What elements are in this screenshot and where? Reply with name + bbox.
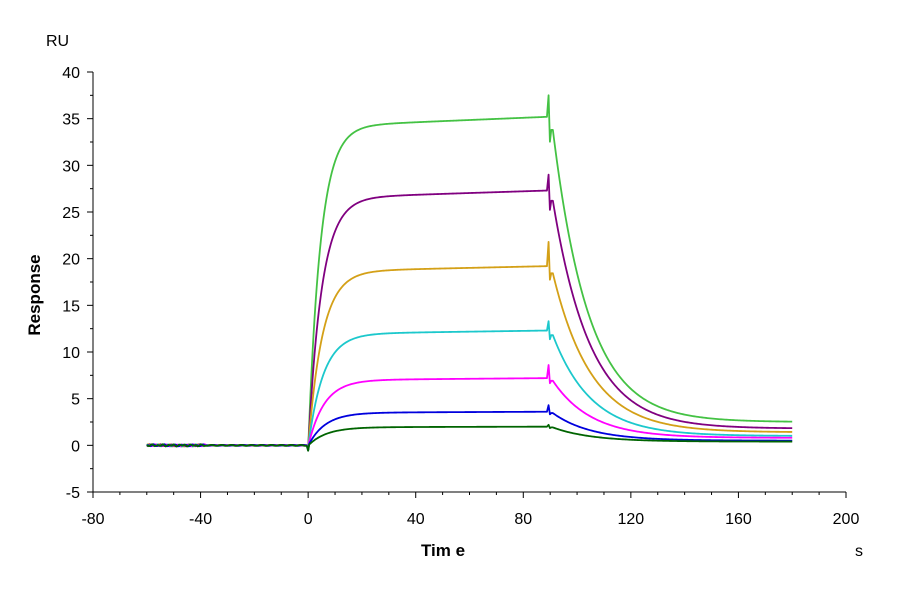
x-tick-label: 0 [304,511,313,528]
y-axis-title: Response [25,254,44,335]
series-line-2 [146,173,793,451]
x-axis-title: Tim e [421,541,465,560]
y-tick-label: 30 [62,158,80,175]
x-tick-label: 120 [618,511,645,528]
y-ticks: -5 0 5 10 15 20 25 30 35 40 [62,65,93,502]
x-tick-label: -80 [81,511,104,528]
axes [92,72,846,493]
y-tick-label: 15 [62,298,80,315]
y-tick-label: 0 [71,438,80,455]
y-tick-label: 25 [62,205,80,222]
series-line-3 [146,240,793,451]
x-tick-label: -40 [189,511,212,528]
x-tick-label: 40 [407,511,425,528]
x-tick-label: 160 [725,511,752,528]
x-unit-label: s [855,543,863,560]
y-tick-label: 35 [62,112,80,129]
y-tick-label: 5 [71,392,80,409]
x-tick-label: 80 [514,511,532,528]
series-line-5 [146,364,793,452]
y-unit-label: RU [46,33,69,50]
y-tick-label: 10 [62,345,80,362]
x-ticks: -80 -40 0 40 80 120 160 200 [81,492,859,528]
y-tick-label: 40 [62,65,80,82]
series-line-1 [146,94,793,450]
x-tick-label: 200 [833,511,860,528]
series-line-4 [146,320,793,451]
y-tick-label: 20 [62,252,80,269]
series-line-7 [146,423,793,452]
series-group [146,94,793,452]
y-tick-label: -5 [66,485,80,502]
